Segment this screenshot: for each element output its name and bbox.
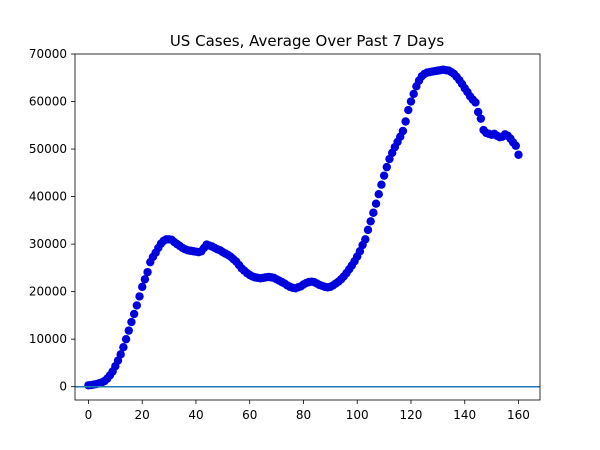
plot-area [74, 53, 541, 401]
data-point [361, 235, 370, 244]
y-tick-label: 40000 [29, 190, 67, 204]
data-point [371, 199, 381, 208]
y-tick-label: 60000 [29, 95, 67, 109]
chart-title: US Cases, Average Over Past 7 Days [170, 32, 444, 50]
data-point [135, 292, 144, 301]
data-point [369, 208, 378, 217]
x-tick-label: 40 [188, 408, 203, 422]
x-tick-label: 140 [453, 408, 476, 422]
data-point [374, 190, 383, 199]
data-point [382, 162, 391, 172]
y-axis: 0 10000 20000 30000 40000 50000 60000 70000 [29, 47, 75, 394]
x-tick-label: 0 [85, 408, 93, 422]
data-point [379, 171, 389, 180]
x-tick-label: 160 [507, 408, 530, 422]
data-point [377, 180, 386, 189]
data-point [514, 150, 523, 159]
data-point [471, 98, 480, 107]
data-point [366, 217, 375, 226]
data-point [116, 350, 125, 359]
x-tick-label: 20 [135, 408, 150, 422]
data-point [138, 282, 147, 292]
y-tick-label: 30000 [29, 237, 67, 251]
y-tick-label: 70000 [29, 47, 67, 61]
x-tick-label: 80 [296, 408, 311, 422]
data-point [140, 275, 150, 284]
data-point [127, 317, 136, 327]
axes-frame [74, 53, 541, 401]
y-tick-label: 0 [59, 380, 67, 394]
data-point [132, 301, 142, 310]
data-point [404, 105, 413, 115]
x-axis: 0 20 40 60 80 100 120 140 160 [85, 400, 530, 422]
data-point [119, 343, 128, 352]
x-tick-label: 100 [346, 408, 369, 422]
data-point [121, 334, 131, 344]
data-point [406, 97, 416, 106]
data-point [143, 267, 152, 277]
data-point [476, 114, 486, 123]
data-point [124, 326, 133, 335]
data-point [511, 141, 521, 150]
x-tick-label: 120 [400, 408, 423, 422]
data-point [363, 225, 373, 235]
y-tick-label: 20000 [29, 285, 67, 299]
y-tick-label: 10000 [29, 332, 67, 346]
data-points [84, 65, 523, 390]
data-point [398, 126, 408, 136]
data-point [473, 107, 483, 117]
x-tick-label: 60 [242, 408, 257, 422]
y-tick-label: 50000 [29, 142, 67, 156]
data-point [401, 117, 410, 126]
data-point [129, 309, 139, 319]
data-point [409, 89, 418, 99]
